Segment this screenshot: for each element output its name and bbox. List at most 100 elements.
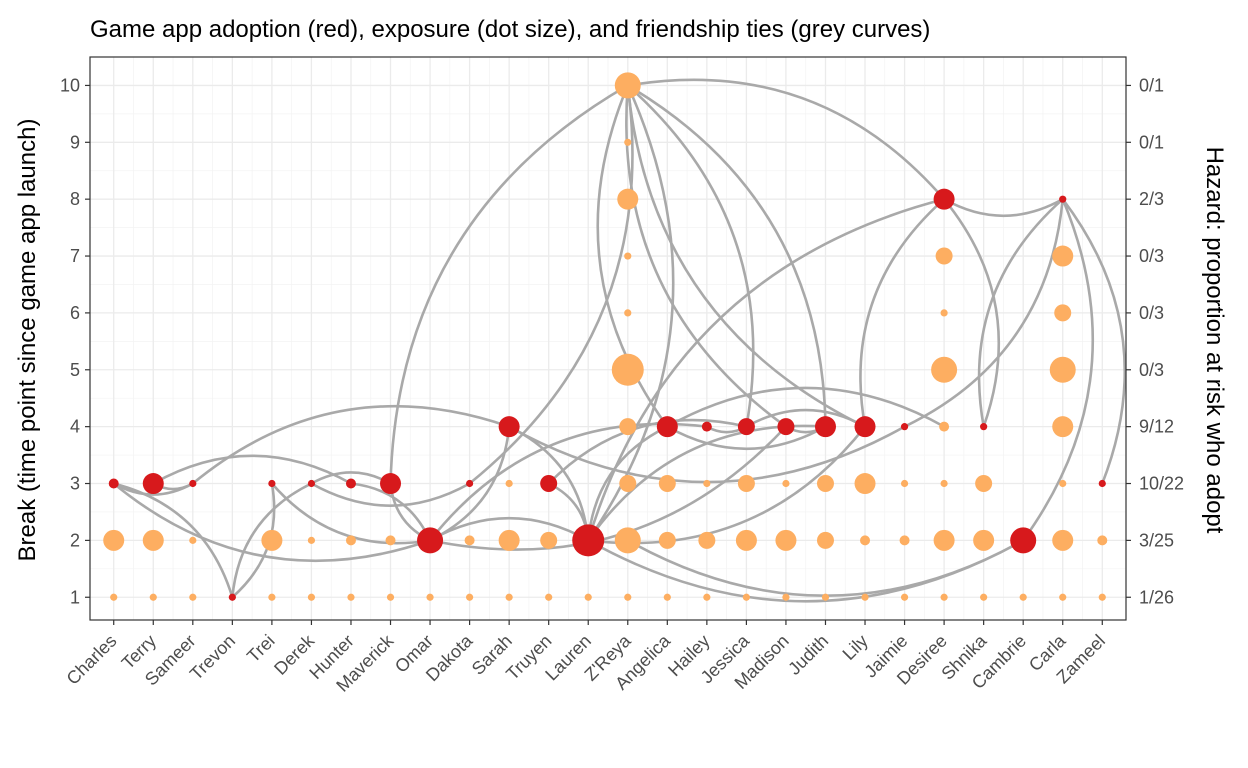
x-tick-label: Trevon <box>186 631 239 684</box>
tie-curve <box>429 516 589 542</box>
hazard-label: 1/26 <box>1139 587 1174 607</box>
at-risk-point <box>1059 593 1067 601</box>
adopter-point <box>345 478 356 489</box>
tie-curve <box>859 198 945 427</box>
y-tick-label: 8 <box>70 189 80 209</box>
at-risk-point <box>103 529 125 551</box>
tie-curve <box>666 425 827 451</box>
at-risk-point <box>703 479 711 488</box>
adopter-point <box>498 416 520 438</box>
at-risk-point <box>1097 535 1108 546</box>
tie-curve <box>666 386 945 428</box>
hazard-label: 0/1 <box>1139 75 1164 95</box>
adopter-point <box>307 479 316 488</box>
at-risk-point <box>347 593 355 601</box>
y-tick-label: 1 <box>70 587 80 607</box>
adopter-point <box>777 418 795 436</box>
tie-curve <box>745 408 866 428</box>
at-risk-point <box>698 531 716 549</box>
at-risk-point <box>624 252 632 260</box>
at-risk-point <box>545 593 553 601</box>
at-risk-point <box>658 475 676 493</box>
adopter-point <box>1098 479 1106 488</box>
at-risk-point <box>737 475 755 493</box>
at-risk-point <box>1049 356 1076 383</box>
at-risk-point <box>1054 304 1072 322</box>
y-tick-label: 7 <box>70 246 80 266</box>
x-tick-label: Lily <box>839 631 872 664</box>
at-risk-point <box>614 72 641 99</box>
adopter-point <box>814 416 836 438</box>
adopter-point <box>854 416 876 438</box>
at-risk-point <box>854 473 876 495</box>
adopter-point <box>737 418 755 436</box>
at-risk-point <box>624 593 632 601</box>
at-risk-point <box>464 535 475 546</box>
at-risk-point <box>619 418 637 436</box>
adopter-point <box>417 527 444 554</box>
adopter-point <box>380 473 402 495</box>
tie-curve <box>191 405 510 485</box>
tie-curve <box>270 482 431 545</box>
at-risk-point <box>268 593 276 601</box>
at-risk-point <box>614 527 641 554</box>
tie-curve <box>231 482 313 598</box>
tie-curve <box>596 84 669 428</box>
at-risk-point <box>426 593 434 601</box>
tie-curve <box>389 84 629 484</box>
y-tick-label: 4 <box>70 417 80 437</box>
at-risk-point <box>735 529 757 551</box>
at-risk-point <box>505 593 513 601</box>
at-risk-point <box>1019 593 1027 601</box>
tie-curve <box>943 198 1064 218</box>
tie-curve <box>547 418 747 485</box>
at-risk-point <box>498 529 520 551</box>
at-risk-point <box>742 593 750 601</box>
at-risk-point <box>899 535 910 546</box>
at-risk-point <box>782 479 790 488</box>
hazard-label: 10/22 <box>1139 474 1184 494</box>
at-risk-point <box>385 535 396 546</box>
adopter-point <box>228 593 236 601</box>
at-risk-point <box>619 475 637 493</box>
tie-curve <box>152 454 352 485</box>
adopter-point <box>466 479 474 488</box>
hazard-label: 3/25 <box>1139 530 1174 550</box>
tie-curve <box>468 85 634 485</box>
y-tick-label: 10 <box>60 75 80 95</box>
at-risk-point <box>110 593 118 601</box>
at-risk-point <box>611 353 644 386</box>
hazard-label: 0/3 <box>1139 303 1164 323</box>
tie-curve <box>977 198 1064 427</box>
adopter-point <box>656 416 678 438</box>
at-risk-point <box>189 593 197 601</box>
at-risk-point <box>816 531 834 549</box>
at-risk-point <box>933 529 955 551</box>
at-risk-point <box>617 188 639 210</box>
tie-curve <box>1022 198 1095 542</box>
at-risk-point <box>900 479 909 488</box>
tie-curve <box>1061 198 1127 484</box>
at-risk-point <box>540 531 558 549</box>
tie-curve <box>903 199 1065 428</box>
at-risk-point <box>860 535 871 546</box>
adopter-point <box>900 423 909 431</box>
adopter-point <box>980 423 988 431</box>
at-risk-point <box>939 421 950 432</box>
adopter-point <box>108 478 119 489</box>
hazard-label: 2/3 <box>1139 189 1164 209</box>
at-risk-point <box>466 593 474 601</box>
adopter-point <box>268 479 276 488</box>
at-risk-point <box>931 356 958 383</box>
hazard-label: 9/12 <box>1139 417 1174 437</box>
adopter-point <box>142 473 164 495</box>
adopter-point <box>572 524 605 557</box>
tie-curve <box>310 482 471 507</box>
tie-curve <box>626 85 866 428</box>
x-tick-label: Charles <box>63 631 121 689</box>
at-risk-point <box>973 529 995 551</box>
at-risk-point <box>775 529 797 551</box>
tie-curve <box>627 84 827 427</box>
hazard-axis-ticks: 1/26 3/25 10/22 9/12 0/3 0/3 0/3 2/3 0/1 0/1 <box>1126 75 1184 607</box>
